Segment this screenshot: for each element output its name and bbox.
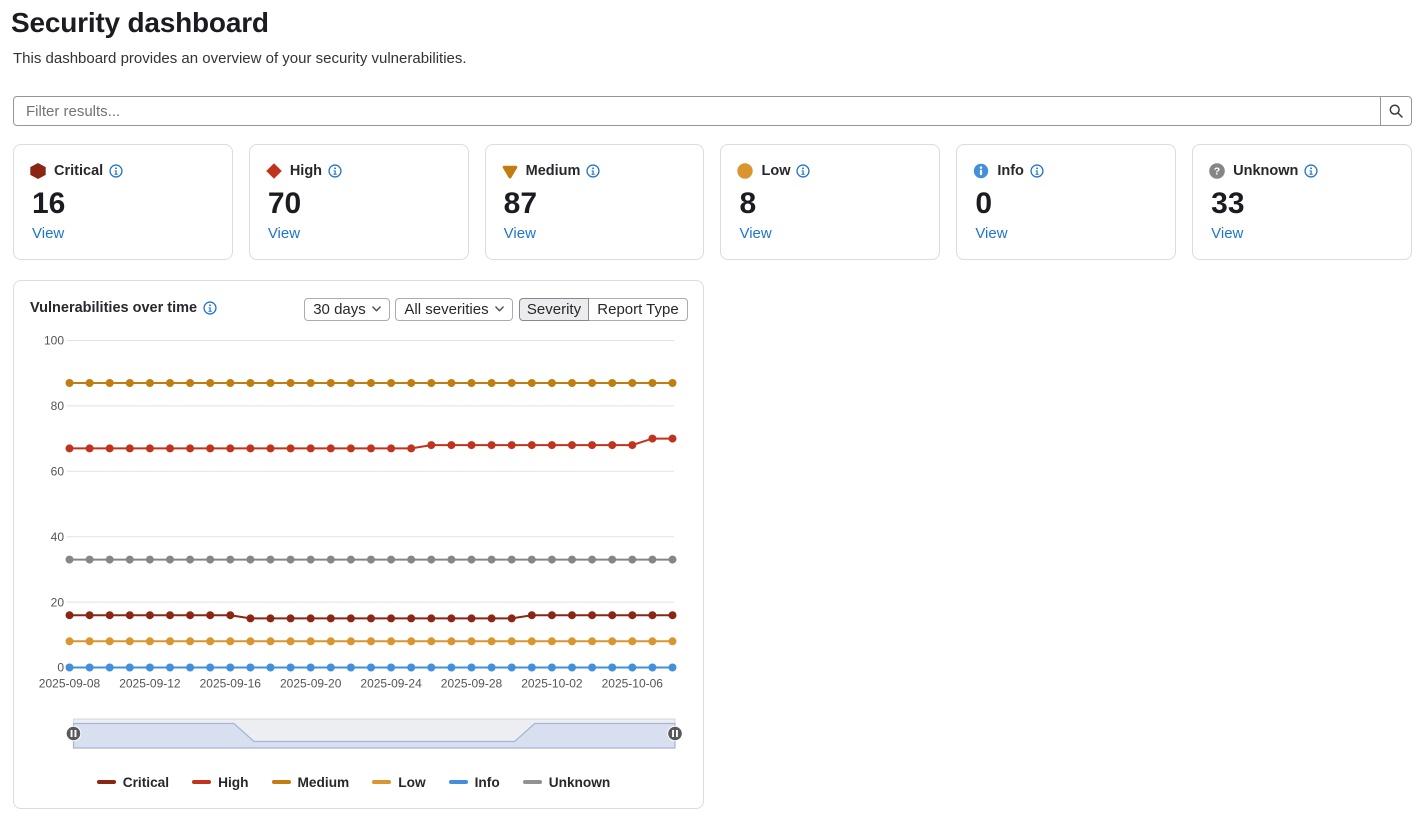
svg-text:0: 0 xyxy=(57,661,64,675)
svg-text:100: 100 xyxy=(44,334,64,348)
svg-text:2025-09-16: 2025-09-16 xyxy=(200,677,262,691)
svg-text:60: 60 xyxy=(51,465,65,479)
svg-text:2025-09-08: 2025-09-08 xyxy=(39,677,101,691)
svg-text:2025-09-24: 2025-09-24 xyxy=(360,677,422,691)
svg-text:80: 80 xyxy=(51,399,65,413)
svg-text:?: ? xyxy=(1214,165,1220,177)
svg-text:2025-09-20: 2025-09-20 xyxy=(280,677,342,691)
svg-text:2025-09-12: 2025-09-12 xyxy=(119,677,181,691)
svg-text:2025-10-06: 2025-10-06 xyxy=(602,677,664,691)
svg-text:20: 20 xyxy=(51,595,65,609)
svg-text:40: 40 xyxy=(51,530,65,544)
svg-text:2025-10-02: 2025-10-02 xyxy=(521,677,583,691)
svg-text:2025-09-28: 2025-09-28 xyxy=(441,677,503,691)
